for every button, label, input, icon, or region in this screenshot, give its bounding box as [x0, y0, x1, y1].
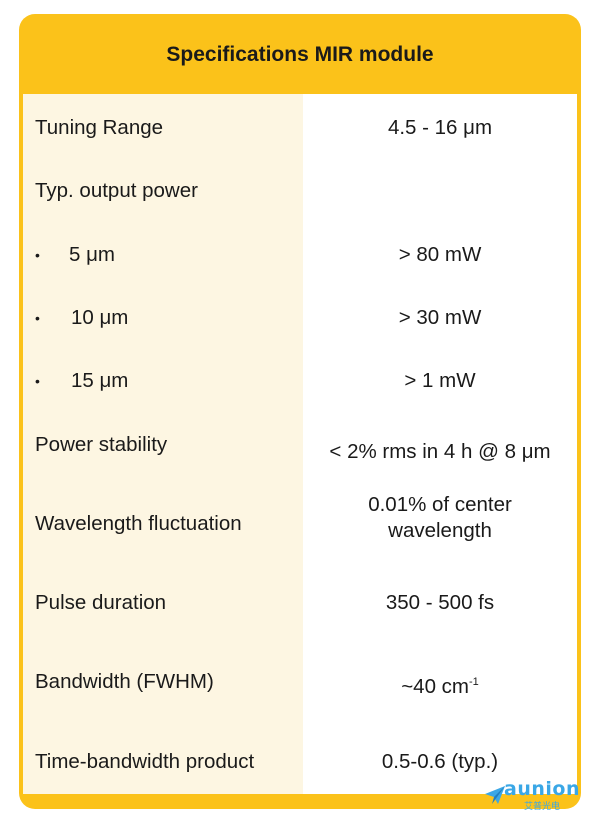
row-label-power-stability: Power stability — [35, 433, 168, 456]
row-value-power-stability: < 2% rms in 4 h @ 8 μm — [329, 440, 551, 463]
row-label-5um: 5 μm — [69, 243, 115, 266]
value-column — [303, 94, 577, 794]
row-value-10um: > 30 mW — [398, 306, 482, 329]
row-value-5um: > 80 mW — [398, 243, 482, 266]
spec-card: Specifications MIR module Tuning Range 4… — [19, 14, 581, 809]
paper-plane-icon — [485, 786, 505, 804]
watermark-subtitle: 艾普光电 — [524, 801, 561, 811]
row-value-wavelength-fluctuation: 0.01% of center wavelength — [368, 493, 512, 542]
row-value-15um: > 1 mW — [404, 369, 476, 392]
row-value-bandwidth: ~40 cm-1 — [303, 669, 577, 700]
bullet-10um: • — [35, 310, 40, 326]
table-title: Specifications MIR module — [166, 43, 434, 66]
row-label-15um: 15 μm — [71, 369, 129, 392]
row-label-wavelength-fluctuation: Wavelength fluctuation — [35, 512, 242, 535]
bullet-5um: • — [35, 247, 40, 263]
row-value-pulse-duration: 350 - 500 fs — [385, 591, 495, 614]
row-value-time-bandwidth: 0.5-0.6 (typ.) — [381, 750, 499, 773]
row-label-tuning-range: Tuning Range — [35, 116, 164, 139]
row-label-10um: 10 μm — [71, 306, 129, 329]
row-value-tuning-range: 4.5 - 16 μm — [387, 116, 493, 139]
label-column — [23, 94, 303, 794]
bandwidth-unit-exponent: -1 — [469, 676, 479, 688]
row-label-bandwidth: Bandwidth (FWHM) — [35, 670, 214, 693]
row-label-pulse-duration: Pulse duration — [35, 591, 167, 614]
aunion-watermark: aunion 艾普光电 — [484, 778, 584, 812]
watermark-brand: aunion — [504, 778, 580, 800]
row-label-time-bandwidth: Time-bandwidth product — [35, 750, 255, 773]
row-label-output-power: Typ. output power — [35, 179, 198, 202]
bullet-15um: • — [35, 373, 40, 389]
spec-table: Tuning Range 4.5 - 16 μm Typ. output pow… — [23, 94, 577, 794]
bandwidth-value-text: ~40 cm — [401, 674, 469, 698]
